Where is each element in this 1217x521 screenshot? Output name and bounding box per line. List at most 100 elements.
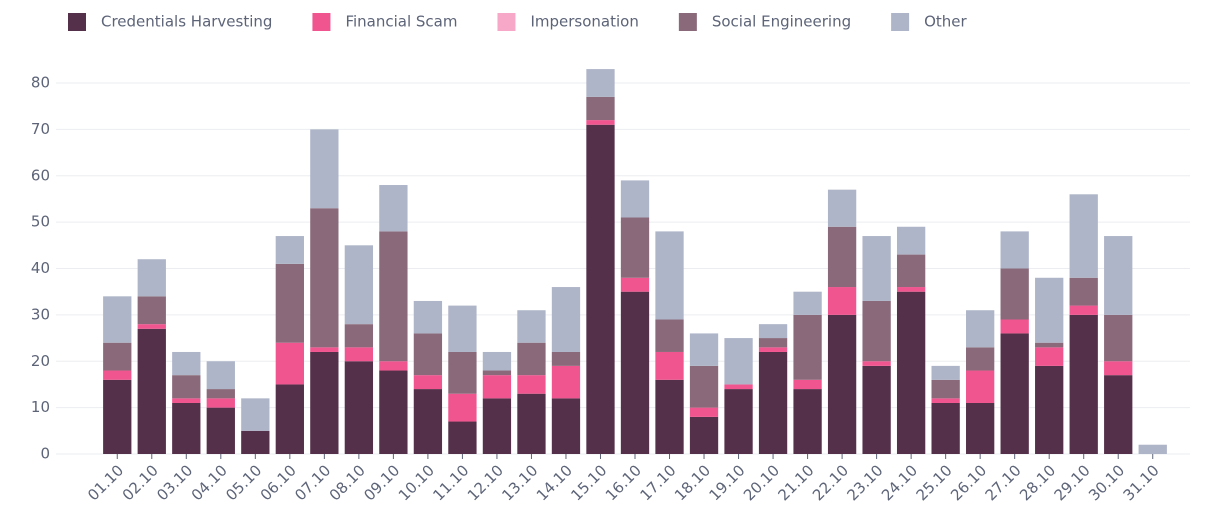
bar-segment [310,351,339,454]
bar-segment [1104,314,1133,362]
bar-segment [724,389,753,454]
x-tick-label: 15.10 [567,461,610,504]
bar-segment [1000,319,1029,334]
bar-segment [655,319,684,352]
x-tick-label: 19.10 [705,461,748,504]
bar-segment [620,291,650,454]
x-tick-label: 18.10 [671,461,714,504]
bar-segment [793,291,822,315]
bar-segment [1069,194,1098,278]
bar-segment [896,226,926,255]
bar-segment [275,342,304,385]
bar-segment [137,259,166,297]
bar-segment [966,370,995,403]
bar-segment [206,398,235,408]
bar-segment [448,351,477,394]
y-tick-label: 10 [31,398,50,416]
bar-segment [413,389,443,454]
bar-segment [448,393,477,422]
x-tick-label: 11.10 [429,461,472,504]
legend-swatch [891,13,910,31]
bar-segment [551,351,581,366]
bar-segment [103,342,132,371]
bar-segment [379,361,408,371]
bar-segment [931,379,960,399]
bar-segment [1104,375,1133,454]
bar-segment [827,314,857,454]
bar-segment [896,254,926,288]
x-tick-label: 29.10 [1051,461,1094,504]
bar-segment [689,407,719,417]
bar-segment [758,324,788,339]
bar-segment [206,407,235,454]
bar-segment [379,370,408,454]
bar-segment [586,124,615,455]
bar-segment [793,389,822,454]
bar-segment [103,296,132,343]
y-tick-label: 60 [31,166,50,184]
bar-segment [448,305,477,352]
bar-segment [275,236,304,264]
bar-segment [379,185,408,232]
bar-segment [310,129,339,209]
bar-segment [1000,333,1029,454]
bar-segment [344,347,374,362]
legend-swatch [497,13,516,31]
legend-label: Impersonation [530,13,638,31]
legend-label: Credentials Harvesting [101,13,272,31]
bar-segment [1138,444,1167,454]
x-tick-label: 22.10 [809,461,852,504]
bar-segment [172,398,201,403]
legend-swatch [68,13,86,31]
bar-segment [482,370,512,376]
legend-swatch [312,13,331,31]
x-tick-label: 04.10 [188,461,231,504]
legend-label: Social Engineering [712,13,851,31]
bar-segment [966,347,995,371]
x-tick-label: 30.10 [1085,461,1128,504]
bar-segment [275,263,304,343]
bar-segment [724,384,753,390]
bar-segment [655,379,684,454]
bar-segment [862,300,891,362]
bar-segment [896,291,926,454]
bar-segment [1035,347,1064,366]
bar-segment [620,277,650,292]
bar-segment [586,120,615,125]
bar-segment [1104,236,1133,315]
bar-segment [862,361,891,366]
bar-segment [206,389,235,399]
bar-segment [1035,277,1064,343]
bar-segment [517,310,546,343]
bar-segment [1104,361,1133,376]
bar-segment [966,310,995,348]
x-tick-label: 03.10 [153,461,196,504]
y-tick-label: 70 [31,120,50,138]
bar-segment [793,379,822,390]
bar-segment [620,217,650,278]
x-tick-label: 20.10 [740,461,783,504]
bar-segment [137,296,166,325]
x-tick-label: 17.10 [636,461,679,504]
bar-segment [137,328,166,454]
x-tick-label: 28.10 [1016,461,1059,504]
x-tick-label: 02.10 [119,461,162,504]
y-tick-label: 0 [40,445,50,463]
bar-segment [310,208,339,348]
y-tick-label: 30 [31,305,50,323]
bar-segment [413,375,443,390]
bar-segment [758,347,788,352]
x-tick-label: 06.10 [257,461,300,504]
bar-segment [931,398,960,403]
bar-segment [1035,342,1064,348]
bar-segment [1069,305,1098,315]
bar-segment [1035,365,1064,454]
bar-segment [689,333,719,366]
bar-segment [689,365,719,408]
x-tick-label: 09.10 [360,461,403,504]
bar-segment [241,430,270,454]
x-tick-label: 14.10 [533,461,576,504]
bar-segment [344,245,374,325]
x-tick-label: 01.10 [84,461,127,504]
